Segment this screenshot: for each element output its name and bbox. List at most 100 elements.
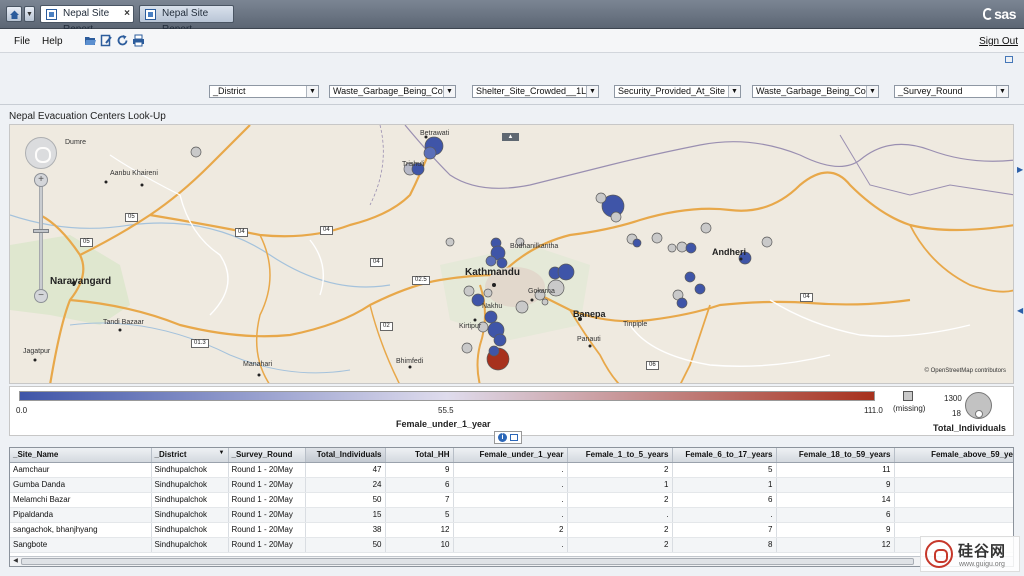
folder-open-icon[interactable]	[84, 34, 97, 47]
column-header-female-18-to-59[interactable]: Female_18_to_59_years	[776, 448, 895, 463]
table-cell: sangachok, bhanjhyang	[10, 522, 152, 538]
map-collapse-button[interactable]: ▲	[502, 133, 519, 141]
menu-file[interactable]: File	[14, 36, 31, 47]
table-row[interactable]: Gumba Danda Sindhupalchok Round 1 - 20May 2…	[10, 477, 1013, 493]
table-cell: 1	[567, 477, 673, 493]
refresh-icon[interactable]	[116, 34, 129, 47]
missing-label: (missing)	[893, 404, 926, 413]
watermark-logo-icon	[925, 540, 953, 568]
map-place-label: Nakhu	[482, 303, 503, 310]
menu-help[interactable]: Help	[42, 36, 63, 47]
tab-nepal-site-report[interactable]: Nepal Site Report	[139, 5, 234, 35]
chevron-down-icon[interactable]: ▼	[306, 86, 318, 97]
zoom-slider-thumb[interactable]	[33, 229, 49, 233]
table-cell: Pipaldanda	[10, 507, 152, 523]
filter-waste-garbage-1[interactable]: Waste_Garbage_Being_Collect ▼	[329, 85, 456, 98]
column-header-female-under-1[interactable]: Female_under_1_year	[453, 448, 568, 463]
road-shield: 06	[646, 361, 659, 370]
chevron-down-icon[interactable]: ▼	[586, 86, 598, 97]
table-cell: .	[453, 477, 568, 493]
table-cell: 50	[305, 537, 386, 553]
missing-swatch	[903, 391, 913, 401]
table-row[interactable]: Melamchi Bazar Sindhupalchok Round 1 - 20M…	[10, 492, 1013, 508]
zoom-slider-track[interactable]	[39, 180, 43, 293]
chevron-down-icon[interactable]: ▼	[996, 86, 1008, 97]
map-legend: 0.0 55.5 111.0 Female_under_1_year (miss…	[9, 386, 1014, 436]
chevron-down-icon[interactable]: ▼	[728, 86, 740, 97]
map-view[interactable]: Kathmandu Narayangard Banepa Andheri Bet…	[9, 124, 1014, 384]
column-header-female-1-to-5[interactable]: Female_1_to_5_years	[567, 448, 673, 463]
table-cell: .	[567, 507, 673, 523]
table-row[interactable]: sangachok, bhanjhyang Sindhupalchok Round …	[10, 522, 1013, 538]
horizontal-scrollbar[interactable]: ◀	[10, 556, 1013, 566]
filter-security-provided[interactable]: Security_Provided_At_Site ▼	[614, 85, 741, 98]
edit-icon[interactable]	[100, 34, 113, 47]
map-place-label: Jagatpur	[23, 348, 51, 355]
map-title: Nepal Evacuation Centers Look-Up	[9, 111, 166, 122]
chevron-down-icon[interactable]: ▼	[443, 86, 455, 97]
table-cell: 8	[672, 537, 777, 553]
road-shield: 04	[800, 293, 813, 302]
table-row[interactable]: Sangbote Sindhupalchok Round 1 - 20May 50 10…	[10, 537, 1013, 553]
chevron-down-icon[interactable]: ▼	[866, 86, 878, 97]
filter-label: _District	[213, 86, 246, 96]
chevron-left-icon[interactable]: ◀	[1017, 306, 1024, 315]
zoom-out-button[interactable]: −	[34, 289, 48, 303]
filter-shelter-crowded[interactable]: Shelter_Site_Crowded__1Low_ ▼	[472, 85, 599, 98]
column-label: _District	[154, 450, 187, 460]
filter-district[interactable]: _District ▼	[209, 85, 319, 98]
report-icon	[145, 9, 156, 20]
map-city-label: Banepa	[573, 309, 606, 319]
table-cell: .	[453, 507, 568, 523]
table-cell: 2	[567, 462, 673, 478]
table-cell: Sangbote	[10, 537, 152, 553]
home-dropdown-button[interactable]: ▼	[24, 6, 35, 22]
zoom-in-button[interactable]: +	[34, 173, 48, 187]
info-icon[interactable]: i	[498, 433, 507, 442]
map-place-label: Panauti	[577, 336, 601, 343]
filter-survey-round[interactable]: _Survey_Round ▼	[894, 85, 1009, 98]
column-header-total-hh[interactable]: Total_HH	[385, 448, 454, 463]
column-header-site-name[interactable]: _Site_Name	[10, 448, 152, 463]
table-cell: 14	[776, 492, 895, 508]
print-icon[interactable]	[132, 34, 145, 47]
home-button[interactable]	[6, 6, 22, 22]
table-cell: 2	[453, 522, 568, 538]
table-cell: 2	[567, 492, 673, 508]
table-row[interactable]: Aamchaur Sindhupalchok Round 1 - 20May 47 9.…	[10, 462, 1013, 478]
tab-nepal-site-report-active[interactable]: Nepal Site Report ×	[40, 5, 134, 35]
table-cell: Round 1 - 20May	[228, 477, 306, 493]
column-header-total-individuals[interactable]: Total_Individuals	[305, 448, 386, 463]
table-cell: 7	[385, 492, 454, 508]
table-cell: Round 1 - 20May	[228, 462, 306, 478]
map-place-label: Aanbu Khaireni	[110, 170, 158, 177]
scrollbar-thumb[interactable]	[21, 558, 914, 565]
maximize-icon[interactable]	[1005, 56, 1013, 63]
table-cell: 9	[385, 462, 454, 478]
column-header-female-above-59[interactable]: Female_above_59_year	[894, 448, 1013, 463]
table-cell: 24	[305, 477, 386, 493]
map-place-label: Budhanilkantha	[510, 243, 559, 250]
table-cell: 9	[776, 477, 895, 493]
close-tab-icon[interactable]: ×	[124, 8, 130, 19]
map-pan-control[interactable]	[25, 137, 57, 169]
sign-out-link[interactable]: Sign Out	[979, 36, 1018, 47]
table-cell: 3	[894, 507, 1013, 523]
map-place-label: Betrawati	[420, 130, 450, 137]
scroll-left-icon[interactable]: ◀	[13, 558, 18, 564]
map-canvas[interactable]	[10, 125, 1014, 384]
column-header-female-6-to-17[interactable]: Female_6_to_17_years	[672, 448, 777, 463]
column-header-survey-round[interactable]: _Survey_Round	[228, 448, 306, 463]
column-header-district[interactable]: _District ▼	[151, 448, 229, 463]
table-cell: Round 1 - 20May	[228, 522, 306, 538]
table-cell: 5	[672, 462, 777, 478]
table-header-row: _Site_Name _District ▼ _Survey_Round Tota…	[10, 448, 1013, 463]
filter-label: Waste_Garbage_Being_Collect	[333, 86, 456, 96]
chevron-right-icon[interactable]: ▶	[1017, 165, 1024, 174]
map-place-label: Tinpiple	[623, 321, 648, 328]
maximize-icon[interactable]	[510, 434, 518, 441]
filter-waste-garbage-2[interactable]: Waste_Garbage_Being_Collect ▼	[752, 85, 879, 98]
divider	[0, 104, 1024, 105]
table-row[interactable]: Pipaldanda Sindhupalchok Round 1 - 20May 15…	[10, 507, 1013, 523]
watermark-url: www.guigu.org	[959, 561, 1005, 568]
